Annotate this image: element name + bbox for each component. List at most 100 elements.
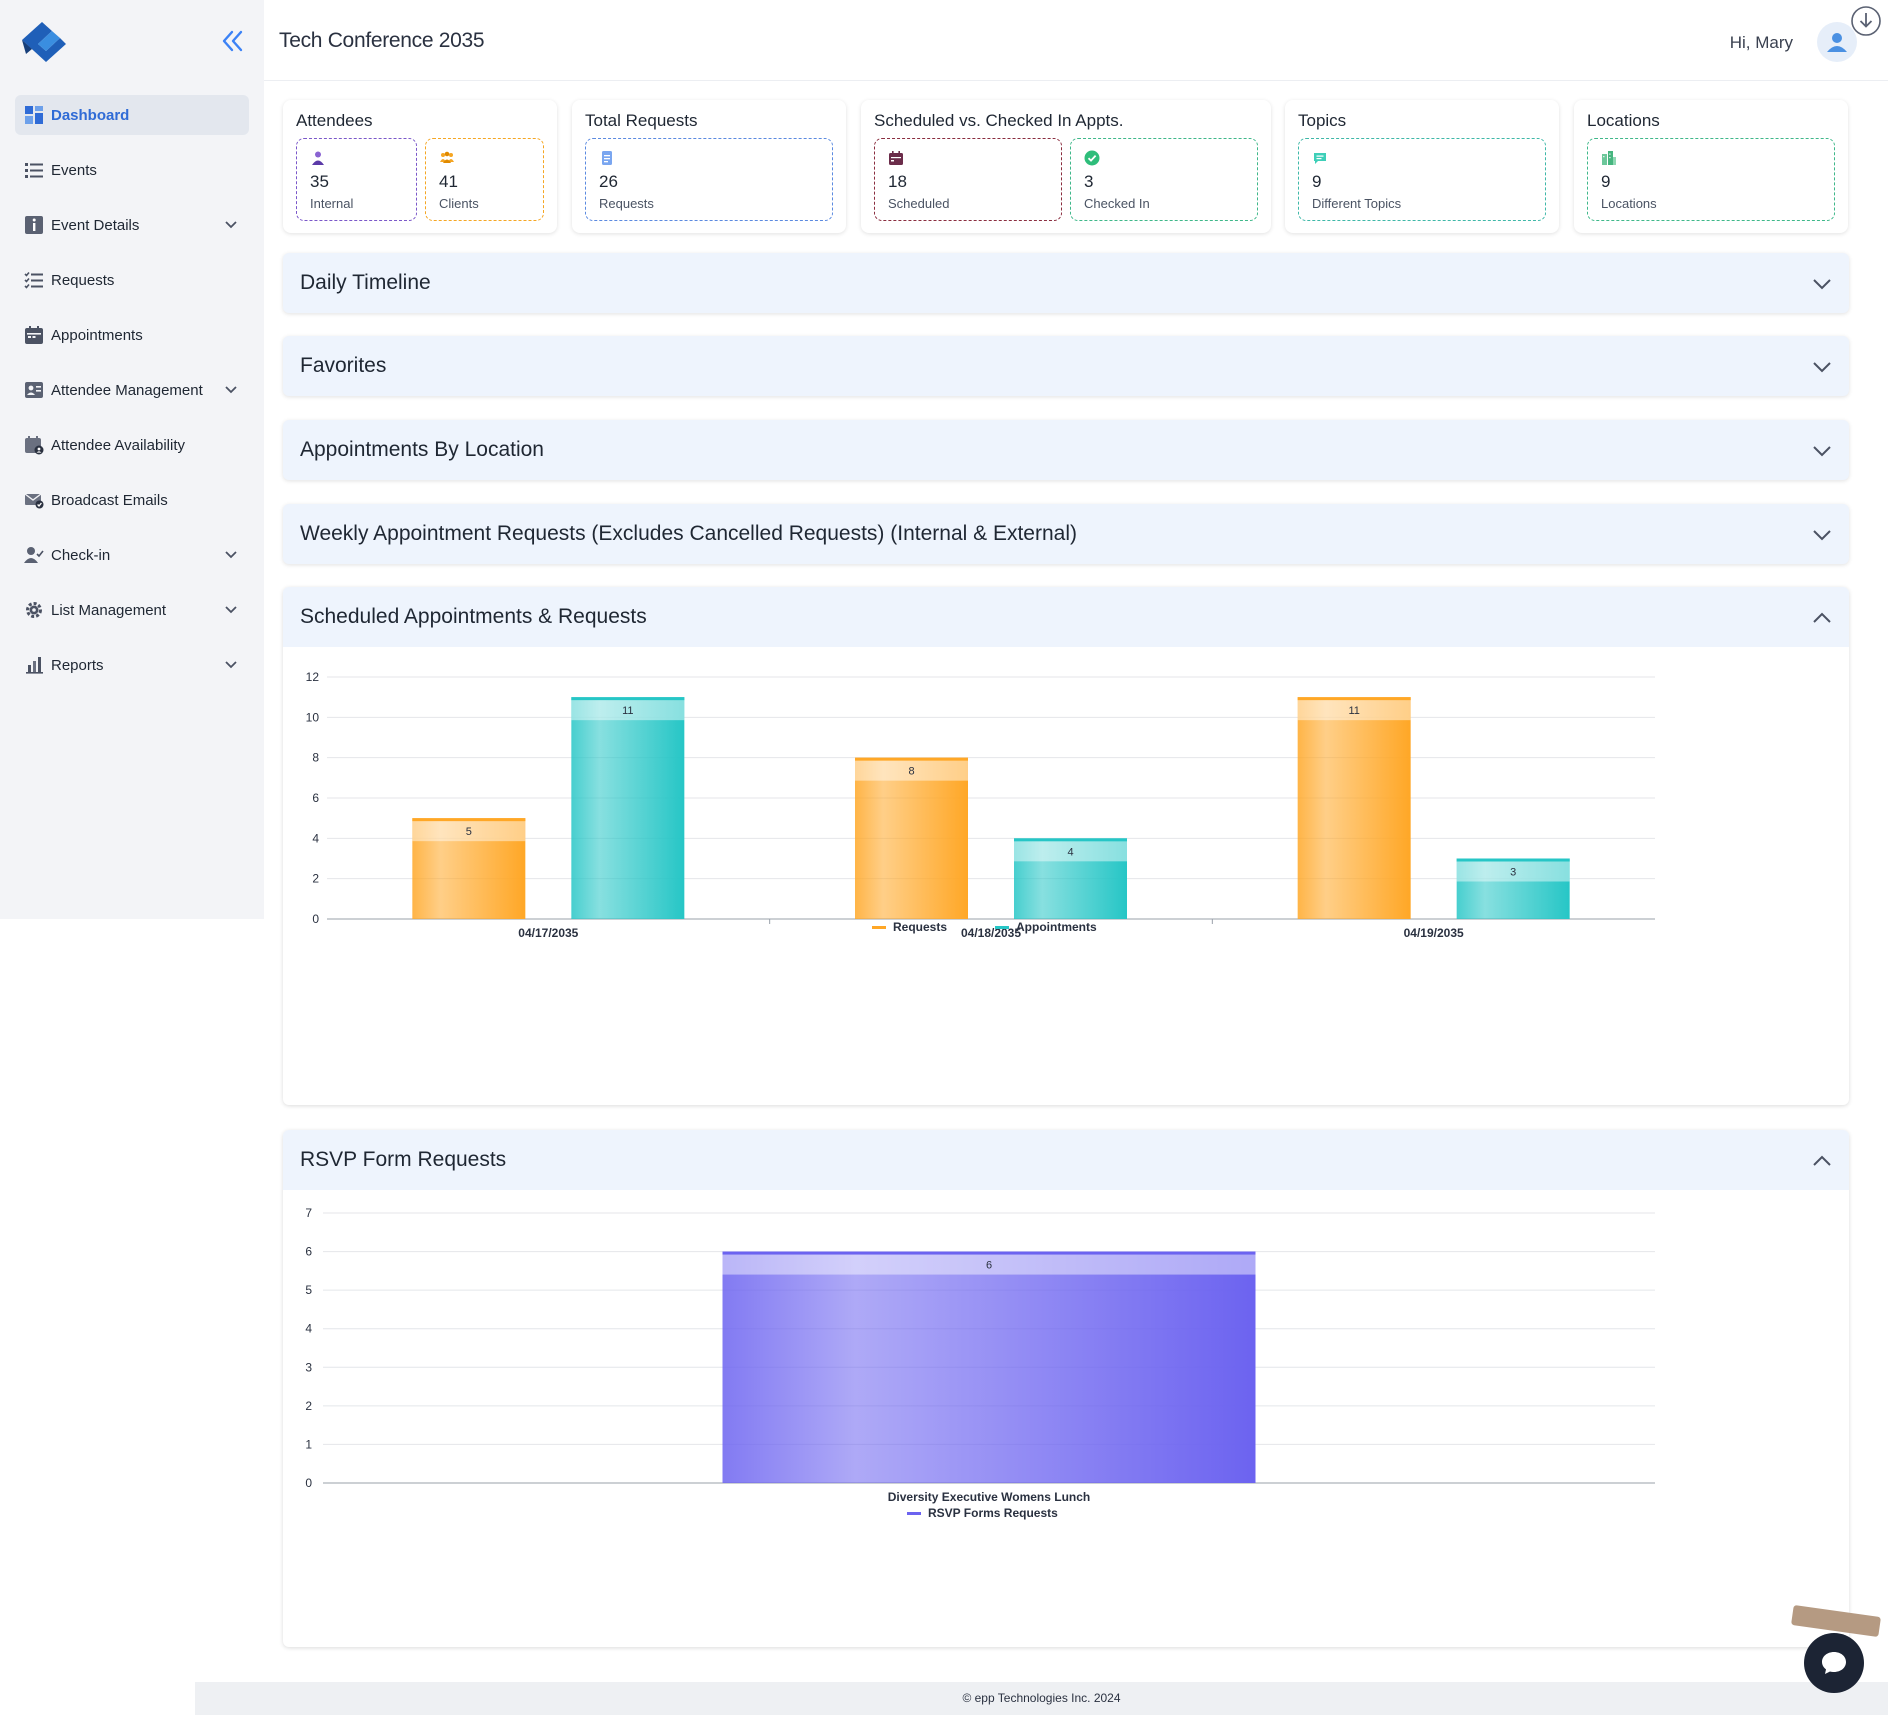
sidebar-item-label: Attendee Management	[51, 381, 203, 399]
bar-label-band	[722, 1254, 1256, 1275]
chevron-down-icon[interactable]	[223, 602, 239, 618]
y-tick-label: 12	[306, 670, 320, 684]
legend-label[interactable]: RSVP Forms Requests	[928, 1506, 1058, 1520]
sidebar-item-label: Broadcast Emails	[51, 491, 168, 509]
x-tick-label: 04/17/2035	[518, 926, 578, 940]
calendar-person-icon	[23, 434, 45, 456]
bar-label-band	[1456, 861, 1570, 882]
legend-swatch	[995, 926, 1009, 929]
appointments-by-location-accordion[interactable]: Appointments By Location	[283, 420, 1849, 480]
bar-cap	[722, 1251, 1256, 1255]
rsvp-form-requests-accordion[interactable]: RSVP Form Requests	[283, 1130, 1849, 1190]
chevron-down-icon	[1811, 275, 1833, 293]
bar[interactable]	[1014, 838, 1127, 919]
legend-label[interactable]: Requests	[893, 920, 947, 934]
internal-tile[interactable]: 35 Internal	[296, 138, 417, 221]
daily-timeline-accordion[interactable]: Daily Timeline	[283, 253, 1849, 313]
accordion-title: Scheduled Appointments & Requests	[300, 605, 647, 628]
bar[interactable]	[1456, 858, 1570, 920]
favorites-accordion[interactable]: Favorites	[283, 336, 1849, 396]
weekly-appointment-requests-accordion[interactable]: Weekly Appointment Requests (Excludes Ca…	[283, 504, 1849, 564]
chat-button[interactable]	[1804, 1633, 1864, 1693]
bar[interactable]	[571, 697, 685, 919]
y-tick-label: 10	[306, 710, 320, 724]
topics-label: Different Topics	[1312, 196, 1402, 211]
bar[interactable]	[412, 818, 526, 919]
x-tick-label: 04/19/2035	[1404, 926, 1464, 940]
y-tick-label: 6	[305, 1245, 312, 1259]
scheduled-label: Scheduled	[888, 196, 950, 211]
building-icon	[1601, 150, 1617, 166]
sidebar-item-events[interactable]: Events	[15, 150, 249, 190]
accordion-title: Appointments By Location	[300, 438, 544, 461]
y-tick-label: 2	[305, 1399, 312, 1413]
app-logo[interactable]	[18, 18, 70, 66]
list-icon	[23, 159, 45, 181]
y-tick-label: 4	[312, 831, 319, 845]
card-title: Total Requests	[585, 111, 698, 130]
accordion-title: RSVP Form Requests	[300, 1148, 507, 1171]
internal-count: 35	[310, 172, 329, 191]
bar-label-band	[855, 760, 968, 781]
locations-label: Locations	[1601, 196, 1657, 211]
sidebar-item-appointments[interactable]: Appointments	[15, 315, 249, 355]
user-icon	[1827, 33, 1847, 52]
chevron-down-icon[interactable]	[223, 382, 239, 398]
scheduled-appointments-accordion[interactable]: Scheduled Appointments & Requests	[283, 587, 1849, 647]
legend-swatch	[907, 1512, 921, 1515]
legend-swatch	[872, 926, 886, 929]
bar-cap	[1456, 858, 1570, 862]
y-tick-label: 5	[305, 1283, 312, 1297]
sidebar-item-event-details[interactable]: Event Details	[15, 205, 249, 245]
card-title: Scheduled vs. Checked In Appts.	[874, 111, 1124, 130]
user-avatar[interactable]	[1817, 22, 1857, 62]
checked-in-count: 3	[1084, 172, 1094, 191]
gear-icon	[23, 599, 45, 621]
sidebar-item-requests[interactable]: Requests	[15, 260, 249, 300]
bar-label-band	[412, 821, 526, 842]
footer: © epp Technologies Inc. 2024	[195, 1682, 1888, 1715]
chevron-down-icon[interactable]	[223, 547, 239, 563]
requests-count: 26	[599, 172, 618, 191]
sidebar-item-list-management[interactable]: List Management	[15, 590, 249, 630]
bar-cap	[855, 757, 968, 761]
collapse-sidebar-button[interactable]	[216, 26, 248, 56]
requests-tile[interactable]: 26 Requests	[585, 138, 833, 221]
card-title: Locations	[1587, 111, 1660, 130]
sidebar-item-dashboard[interactable]: Dashboard	[15, 95, 249, 135]
legend-label[interactable]: Appointments	[1016, 920, 1097, 934]
chevron-down-icon	[1811, 358, 1833, 376]
sidebar-item-attendee-management[interactable]: Attendee Management	[15, 370, 249, 410]
y-tick-label: 3	[305, 1360, 312, 1374]
sidebar-item-reports[interactable]: Reports	[15, 645, 249, 685]
data-label: 11	[622, 705, 633, 717]
chevron-down-icon[interactable]	[223, 657, 239, 673]
bar-label-band	[1297, 700, 1411, 721]
checked-in-tile[interactable]: 3 Checked In	[1070, 138, 1258, 221]
bar[interactable]	[1297, 697, 1411, 919]
chat-bubble-icon	[1822, 1652, 1846, 1674]
locations-tile[interactable]: 9 Locations	[1587, 138, 1835, 221]
topics-tile[interactable]: 9 Different Topics	[1298, 138, 1546, 221]
bar[interactable]	[722, 1251, 1256, 1483]
card-title: Topics	[1298, 111, 1347, 130]
attendees-card: Attendees 35 Internal 41 Clients	[283, 100, 557, 233]
sidebar-item-attendee-availability[interactable]: Attendee Availability	[15, 425, 249, 465]
bar[interactable]	[855, 757, 968, 919]
chevron-down-icon[interactable]	[223, 217, 239, 233]
y-tick-label: 0	[305, 1476, 312, 1490]
data-label: 4	[1067, 846, 1073, 858]
sidebar-item-check-in[interactable]: Check-in	[15, 535, 249, 575]
sidebar-item-broadcast-emails[interactable]: Broadcast Emails	[15, 480, 249, 520]
clients-label: Clients	[439, 196, 479, 211]
clients-tile[interactable]: 41 Clients	[425, 138, 544, 221]
download-icon[interactable]	[1850, 5, 1882, 37]
internal-label: Internal	[310, 196, 354, 211]
scheduled-tile[interactable]: 18 Scheduled	[874, 138, 1062, 221]
checklist-icon	[23, 269, 45, 291]
sidebar-item-label: Reports	[51, 656, 104, 674]
chevron-down-icon	[1811, 442, 1833, 460]
scheduled-appointments-chart: 0 2 4 6 8 10 12 04/17/2035 5 11 04/18/2035 8 4 04/19/…	[306, 670, 1655, 940]
sidebar: Dashboard Events Event Details Requests	[0, 0, 264, 919]
user-greeting: Hi, Mary	[1729, 33, 1793, 52]
